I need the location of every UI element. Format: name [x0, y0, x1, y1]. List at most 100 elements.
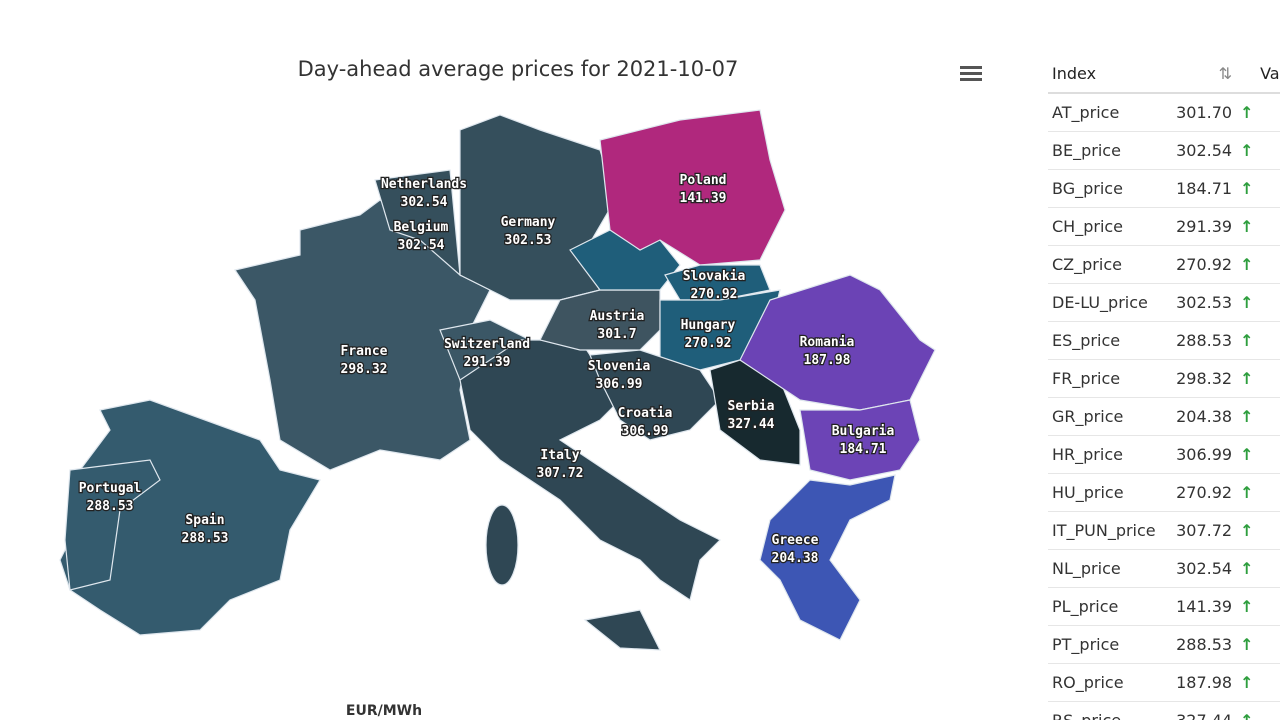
table-row: BE_price 302.54 ↑ — [1048, 131, 1280, 170]
value-cell: 288.53 — [1159, 625, 1237, 664]
header-cell[interactable]: Index — [1048, 55, 1160, 94]
romania — [739, 274, 936, 411]
price-table: Index ⇅ Value AT_price301.70↑BE_price302… — [1048, 55, 1280, 720]
trend-arrow: ↑ — [1236, 625, 1275, 664]
region-name: Slovenia — [588, 359, 651, 374]
sicily — [583, 609, 661, 651]
region-name: Slovakia — [683, 269, 746, 284]
region-value: 184.71 — [840, 442, 887, 457]
index-cell: BG_price — [1048, 169, 1160, 208]
region-value: 187.98 — [804, 353, 851, 368]
trend-arrow: ↑ — [1236, 663, 1275, 702]
table-row: HU_price 270.92 ↑ — [1048, 473, 1280, 512]
value-cell: 301.70 — [1159, 93, 1237, 132]
value-cell: 302.53 — [1159, 283, 1237, 322]
value-cell: 302.54 — [1159, 131, 1237, 170]
region-value: 327.44 — [728, 417, 775, 432]
value-cell: 306.99 — [1159, 435, 1237, 474]
table-row: ES_price 288.53 ↑ — [1048, 321, 1280, 360]
region-value: 306.99 — [622, 424, 669, 439]
sort-icon[interactable]: ⇅ — [1159, 55, 1237, 94]
region-name: Austria — [590, 309, 645, 324]
region-name: Belgium — [394, 220, 449, 235]
spacer-cell — [1274, 131, 1280, 170]
spacer-cell — [1274, 701, 1280, 720]
trend-arrow: ↑ — [1236, 435, 1275, 474]
spacer-cell — [1274, 283, 1280, 322]
region-name: Romania — [800, 335, 855, 350]
countries — [59, 109, 936, 651]
spacer-cell — [1274, 549, 1280, 588]
spacer-cell — [1274, 663, 1280, 702]
spacer-cell — [1274, 321, 1280, 360]
region-value: 301.7 — [597, 327, 636, 342]
index-cell: RO_price — [1048, 663, 1160, 702]
trend-arrow: ↑ — [1236, 321, 1275, 360]
trend-arrow: ↑ — [1236, 207, 1275, 246]
value-cell: 270.92 — [1159, 473, 1237, 512]
index-cell: PL_price — [1048, 587, 1160, 626]
table-header: Index ⇅ Value — [1048, 55, 1280, 94]
spacer-cell — [1274, 511, 1280, 550]
region-value: 288.53 — [87, 499, 134, 514]
trend-arrow: ↑ — [1236, 701, 1275, 720]
unit-label: EUR/MWh — [346, 703, 422, 719]
region-name: Netherlands — [381, 177, 467, 192]
value-cell: 184.71 — [1159, 169, 1237, 208]
spacer-cell — [1274, 169, 1280, 208]
benelux — [374, 169, 461, 277]
index-cell: AT_price — [1048, 93, 1160, 132]
menu-icon[interactable] — [960, 66, 982, 81]
sardinia — [485, 504, 519, 586]
index-cell: NL_price — [1048, 549, 1160, 588]
region-value: 306.99 — [596, 377, 643, 392]
table-row: PT_price 288.53 ↑ — [1048, 625, 1280, 664]
region-value: 288.53 — [182, 531, 229, 546]
spacer-cell — [1274, 587, 1280, 626]
region-name: Greece — [772, 533, 819, 548]
value-cell: 307.72 — [1159, 511, 1237, 550]
index-cell: FR_price — [1048, 359, 1160, 398]
region-value: 270.92 — [691, 287, 738, 302]
table-row: PL_price 141.39 ↑ — [1048, 587, 1280, 626]
table-row: DE-LU_price 302.53 ↑ — [1048, 283, 1280, 322]
region-value: 307.72 — [537, 466, 584, 481]
trend-arrow: ↑ — [1236, 549, 1275, 588]
index-cell: DE-LU_price — [1048, 283, 1160, 322]
bulgaria — [799, 399, 921, 481]
map-title: Day-ahead average prices for 2021-10-07 — [298, 57, 739, 81]
table-row: CH_price 291.39 ↑ — [1048, 207, 1280, 246]
value-cell: 288.53 — [1159, 321, 1237, 360]
greece — [759, 474, 896, 641]
spacer-cell — [1274, 473, 1280, 512]
region-name: Bulgaria — [832, 424, 895, 439]
spacer-cell — [1274, 245, 1280, 284]
map: Day-ahead average prices for 2021-10-07 … — [59, 57, 982, 719]
region-name: Spain — [185, 513, 224, 528]
region-name: Serbia — [728, 399, 775, 414]
table-row: GR_price 204.38 ↑ — [1048, 397, 1280, 436]
index-cell: BE_price — [1048, 131, 1160, 170]
region-name: Portugal — [79, 481, 142, 496]
trend-arrow: ↑ — [1236, 511, 1275, 550]
region-name: Poland — [680, 173, 727, 188]
index-cell: IT_PUN_price — [1048, 511, 1160, 550]
region-value: 141.39 — [680, 191, 727, 206]
table-row: RO_price 187.98 ↑ — [1048, 663, 1280, 702]
value-cell: 298.32 — [1159, 359, 1237, 398]
region-name: Germany — [501, 215, 556, 230]
spacer-cell — [1274, 93, 1280, 132]
value-cell: 141.39 — [1159, 587, 1237, 626]
table-row: NL_price 302.54 ↑ — [1048, 549, 1280, 588]
value-cell: 204.38 — [1159, 397, 1237, 436]
header-cell[interactable]: Value — [1236, 55, 1280, 94]
spacer-cell — [1274, 625, 1280, 664]
table-row: RS_price327.44↑ — [1048, 701, 1280, 720]
menu-bar — [960, 66, 982, 69]
region-value: 270.92 — [685, 336, 732, 351]
region-name: Croatia — [618, 406, 673, 421]
value-cell: 270.92 — [1159, 245, 1237, 284]
trend-arrow: ↑ — [1236, 473, 1275, 512]
region-value: 291.39 — [464, 355, 511, 370]
index-cell: RS_price — [1048, 701, 1160, 720]
